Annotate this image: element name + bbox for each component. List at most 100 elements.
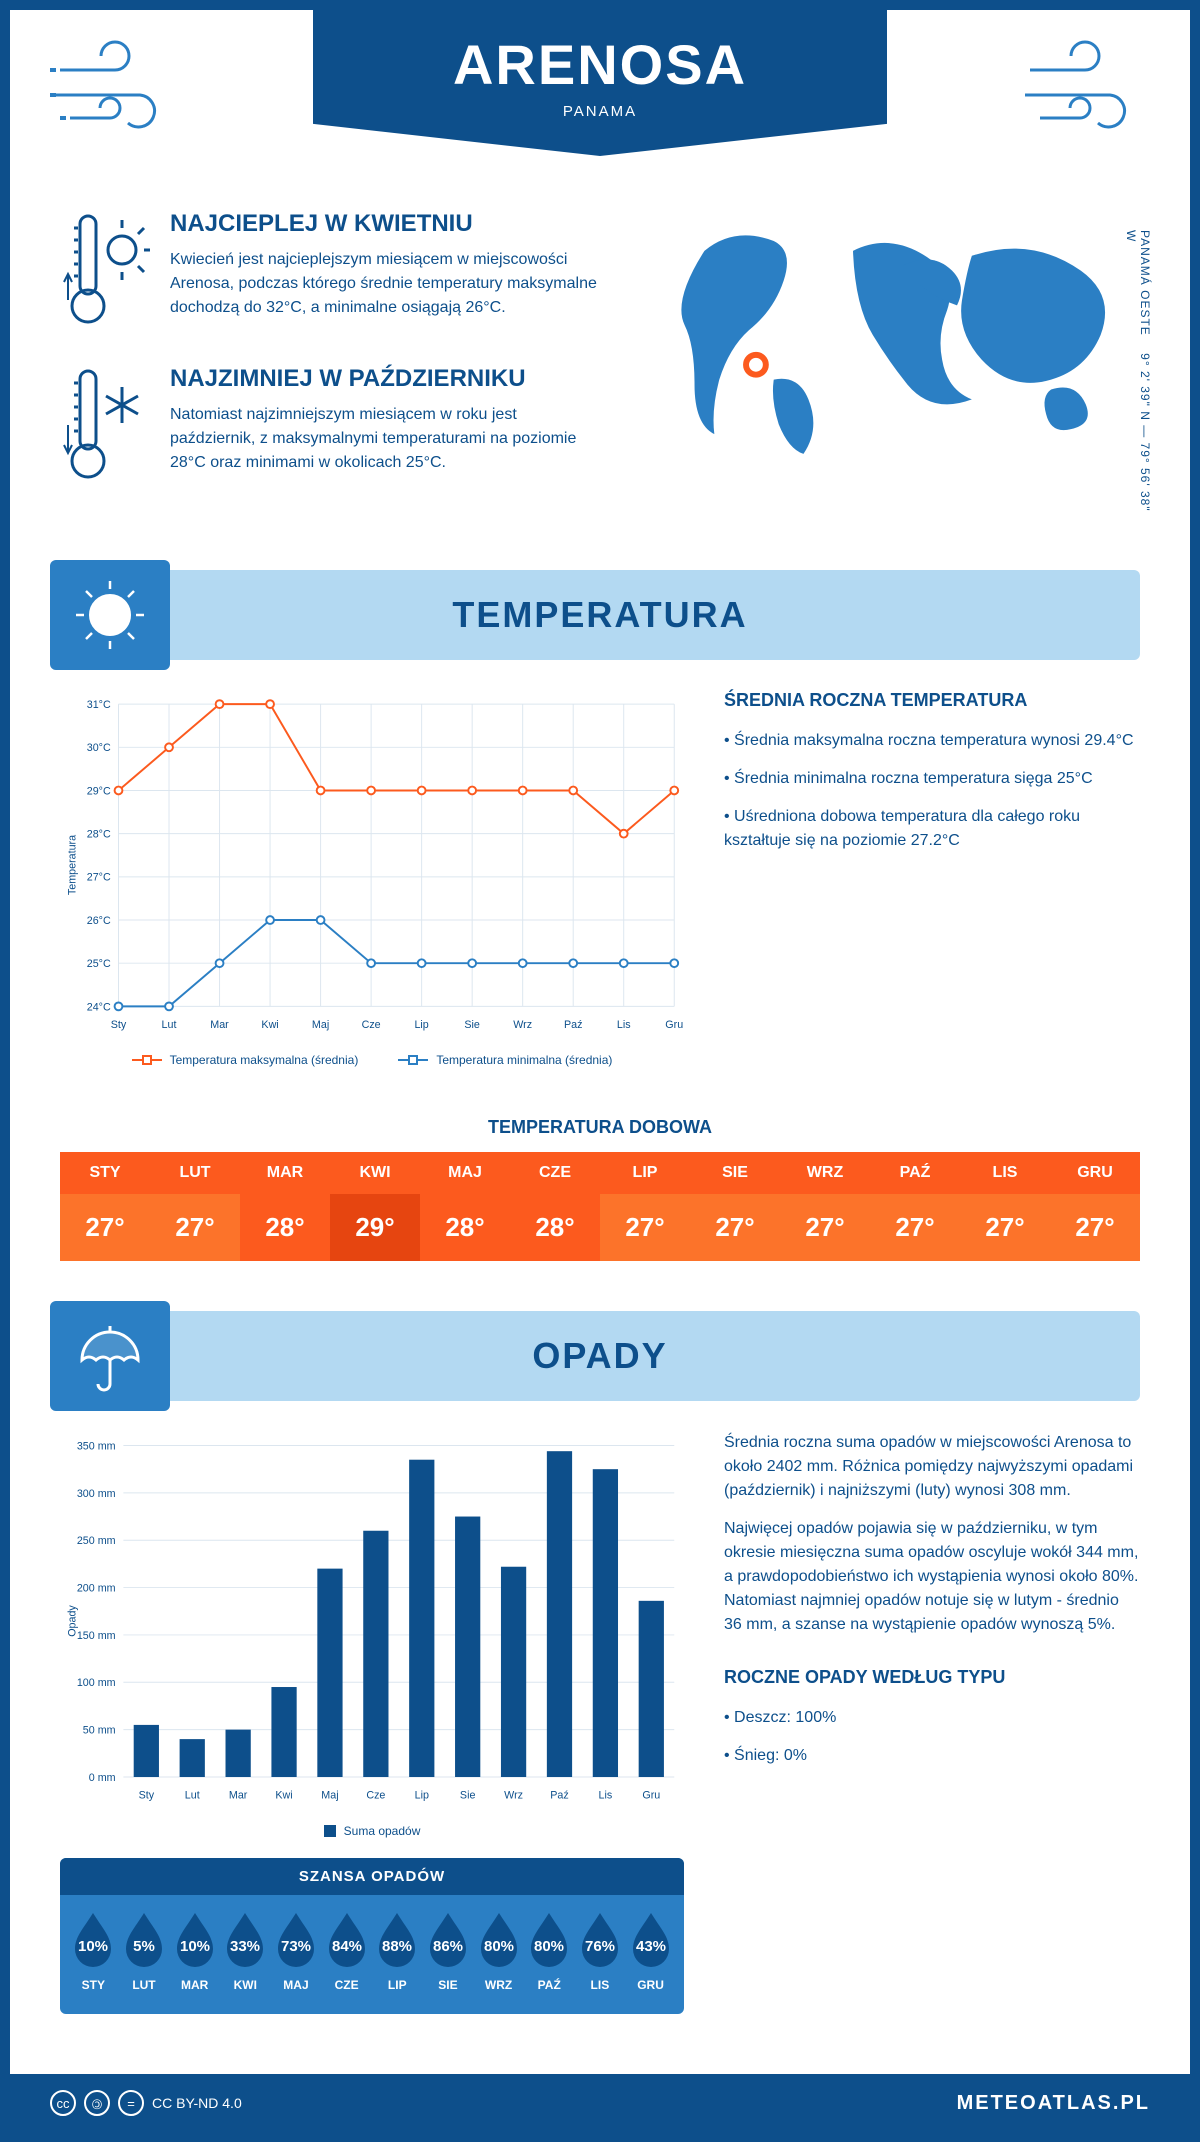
rain-type-item: • Deszcz: 100% [724,1706,1140,1730]
intro-row: NAJCIEPLEJ W KWIETNIU Kwiecień jest najc… [10,190,1190,560]
rain-chance-drop: 73% MAJ [272,1909,320,1992]
svg-text:43%: 43% [636,1938,666,1955]
wind-swirl-icon [1020,40,1150,140]
nd-icon: = [118,2090,144,2116]
svg-text:31°C: 31°C [87,699,111,711]
svg-text:100 mm: 100 mm [77,1677,116,1689]
svg-text:33%: 33% [230,1938,260,1955]
svg-text:200 mm: 200 mm [77,1582,116,1594]
daily-head-cell: WRZ [780,1152,870,1194]
svg-text:73%: 73% [281,1938,311,1955]
warmest-title: NAJCIEPLEJ W KWIETNIU [170,210,605,238]
cc-icon: cc [50,2090,76,2116]
svg-text:76%: 76% [585,1938,615,1955]
svg-text:Paź: Paź [564,1019,582,1031]
svg-text:Wrz: Wrz [513,1019,532,1031]
by-icon: 🄯 [84,2090,110,2116]
world-map-column: PANAMÁ OESTE 9° 2' 39" N — 79° 56' 38" W [645,210,1140,520]
license-block: cc 🄯 = CC BY-ND 4.0 [50,2090,242,2116]
rain-chance-drop: 80% WRZ [475,1909,523,1992]
svg-text:150 mm: 150 mm [77,1630,116,1642]
rain-chance-drop: 88% LIP [373,1909,421,1992]
chance-title: SZANSA OPADÓW [60,1858,684,1895]
wind-swirl-icon [50,40,180,140]
summary-title: ŚREDNIA ROCZNA TEMPERATURA [724,690,1140,711]
svg-text:Cze: Cze [362,1019,381,1031]
svg-text:25°C: 25°C [87,958,111,970]
warmest-text: NAJCIEPLEJ W KWIETNIU Kwiecień jest najc… [170,210,605,335]
daily-head-cell: MAR [240,1152,330,1194]
svg-text:0 mm: 0 mm [89,1772,116,1784]
daily-body-cell: 27° [960,1194,1050,1261]
svg-text:Mar: Mar [229,1789,248,1801]
rain-chance-drop: 86% SIE [424,1909,472,1992]
svg-text:Lis: Lis [617,1019,631,1031]
warmest-body: Kwiecień jest najcieplejszym miesiącem w… [170,248,605,320]
daily-body-cell: 27° [870,1194,960,1261]
coldest-block: NAJZIMNIEJ W PAŹDZIERNIKU Natomiast najz… [60,365,605,490]
daily-body-cell: 28° [240,1194,330,1261]
section-title: OPADY [532,1335,667,1377]
svg-text:80%: 80% [484,1938,514,1955]
svg-text:Temperatura: Temperatura [67,835,79,895]
svg-text:29°C: 29°C [87,785,111,797]
svg-text:350 mm: 350 mm [77,1440,116,1452]
precipitation-bar-chart: 0 mm50 mm100 mm150 mm200 mm250 mm300 mm3… [60,1431,684,2014]
thermometer-hot-icon [60,210,150,335]
svg-text:5%: 5% [133,1938,155,1955]
svg-text:250 mm: 250 mm [77,1535,116,1547]
svg-text:50 mm: 50 mm [83,1725,116,1737]
svg-text:84%: 84% [332,1938,362,1955]
svg-text:Lut: Lut [185,1789,200,1801]
daily-head-cell: SIE [690,1152,780,1194]
rain-summary-p1: Średnia roczna suma opadów w miejscowośc… [724,1431,1140,1503]
svg-text:10%: 10% [180,1938,210,1955]
rain-chance-drop: 80% PAŹ [525,1909,573,1992]
daily-body-cell: 29° [330,1194,420,1261]
svg-text:Mar: Mar [210,1019,229,1031]
summary-item: • Średnia minimalna roczna temperatura s… [724,767,1140,791]
svg-text:Sie: Sie [464,1019,480,1031]
footer: cc 🄯 = CC BY-ND 4.0 METEOATLAS.PL [10,2074,1190,2132]
coldest-body: Natomiast najzimniejszym miesiącem w rok… [170,403,605,475]
daily-head-cell: LIP [600,1152,690,1194]
svg-text:88%: 88% [382,1938,412,1955]
temperature-summary: ŚREDNIA ROCZNA TEMPERATURA • Średnia mak… [724,690,1140,1067]
thermometer-cold-icon [60,365,150,490]
svg-text:28°C: 28°C [87,829,111,841]
svg-text:Paź: Paź [550,1789,568,1801]
daily-body-cell: 27° [600,1194,690,1261]
svg-text:24°C: 24°C [87,1001,111,1013]
svg-text:Cze: Cze [366,1789,385,1801]
svg-text:26°C: 26°C [87,915,111,927]
sun-icon [50,560,170,670]
svg-text:30°C: 30°C [87,742,111,754]
license-text: CC BY-ND 4.0 [152,2095,242,2111]
svg-text:Kwi: Kwi [261,1019,278,1031]
precipitation-content-row: 0 mm50 mm100 mm150 mm200 mm250 mm300 mm3… [10,1431,1190,2044]
temperature-line-chart: 24°C25°C26°C27°C28°C29°C30°C31°CStyLutMa… [60,690,684,1067]
rain-chance-drop: 10% MAR [171,1909,219,1992]
warmest-block: NAJCIEPLEJ W KWIETNIU Kwiecień jest najc… [60,210,605,335]
rain-type-title: ROCZNE OPADY WEDŁUG TYPU [724,1667,1140,1688]
location-title: ARENOSA [453,32,747,97]
precipitation-summary: Średnia roczna suma opadów w miejscowośc… [724,1431,1140,2014]
rain-type-item: • Śnieg: 0% [724,1744,1140,1768]
svg-text:86%: 86% [433,1938,463,1955]
daily-body-cell: 28° [420,1194,510,1261]
coldest-title: NAJZIMNIEJ W PAŹDZIERNIKU [170,365,605,393]
svg-text:Lis: Lis [599,1789,613,1801]
svg-text:Lip: Lip [414,1019,428,1031]
rain-chance-drop: 5% LUT [120,1909,168,1992]
coordinates-label: PANAMÁ OESTE 9° 2' 39" N — 79° 56' 38" W [1124,230,1152,520]
svg-text:Wrz: Wrz [504,1789,523,1801]
daily-head-cell: STY [60,1152,150,1194]
coldest-text: NAJZIMNIEJ W PAŹDZIERNIKU Natomiast najz… [170,365,605,490]
svg-text:Lut: Lut [162,1019,177,1031]
svg-text:Kwi: Kwi [275,1789,292,1801]
rain-chance-drop: 76% LIS [576,1909,624,1992]
svg-text:Opady: Opady [67,1605,79,1637]
svg-text:Gru: Gru [642,1789,660,1801]
rain-chance-drop: 33% KWI [221,1909,269,1992]
daily-body-cell: 27° [780,1194,870,1261]
